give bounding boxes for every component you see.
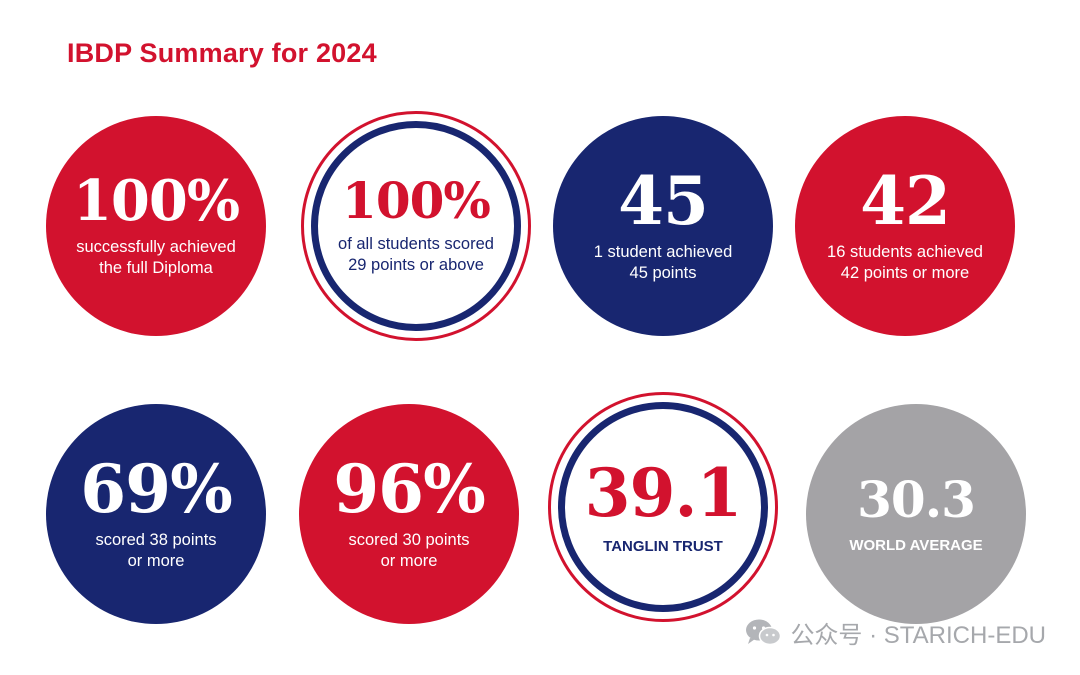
stat-circle-30-points: 96% scored 30 points or more (299, 404, 519, 624)
stat-circle-42-points: 42 16 students achieved 42 points or mor… (795, 116, 1015, 336)
stat-value: 42 (860, 162, 951, 240)
stat-description: scored 30 points or more (348, 531, 470, 570)
stat-caption: TANGLIN TRUST (603, 537, 723, 555)
stat-circle-tanglin-trust: 39.1 TANGLIN TRUST (548, 392, 778, 622)
page-title: IBDP Summary for 2024 (67, 38, 377, 68)
stat-value: 45 (618, 162, 709, 240)
stat-circle-diploma: 100% successfully achieved the full Dipl… (46, 116, 266, 336)
inner-ring (558, 402, 768, 612)
inner-ring (311, 121, 521, 331)
stat-description: successfully achieved the full Diploma (76, 238, 236, 277)
stat-value: 39.1 (584, 453, 743, 532)
stat-description: scored 38 points or more (95, 531, 217, 570)
stat-description: 1 student achieved 45 points (593, 243, 733, 282)
wechat-icon (744, 618, 782, 648)
stat-value: 30.3 (857, 469, 976, 529)
stat-value: 100% (342, 171, 491, 230)
stat-circle-world-average: 30.3 WORLD AVERAGE (806, 404, 1026, 624)
watermark: 公众号 · STARICH-EDU (744, 615, 1046, 650)
stat-caption: WORLD AVERAGE (849, 536, 983, 554)
stat-value: 96% (333, 450, 486, 528)
stat-circle-29-points: 100% of all students scored 29 points or… (301, 111, 531, 341)
watermark-text: 公众号 · STARICH-EDU (790, 622, 1046, 649)
stat-description: 16 students achieved 42 points or more (827, 243, 983, 282)
stat-description: of all students scored 29 points or abov… (338, 235, 494, 274)
stat-circle-45-points: 45 1 student achieved 45 points (553, 116, 773, 336)
stat-value: 100% (72, 168, 240, 234)
stat-circle-38-points: 69% scored 38 points or more (46, 404, 266, 624)
stat-value: 69% (80, 450, 233, 528)
